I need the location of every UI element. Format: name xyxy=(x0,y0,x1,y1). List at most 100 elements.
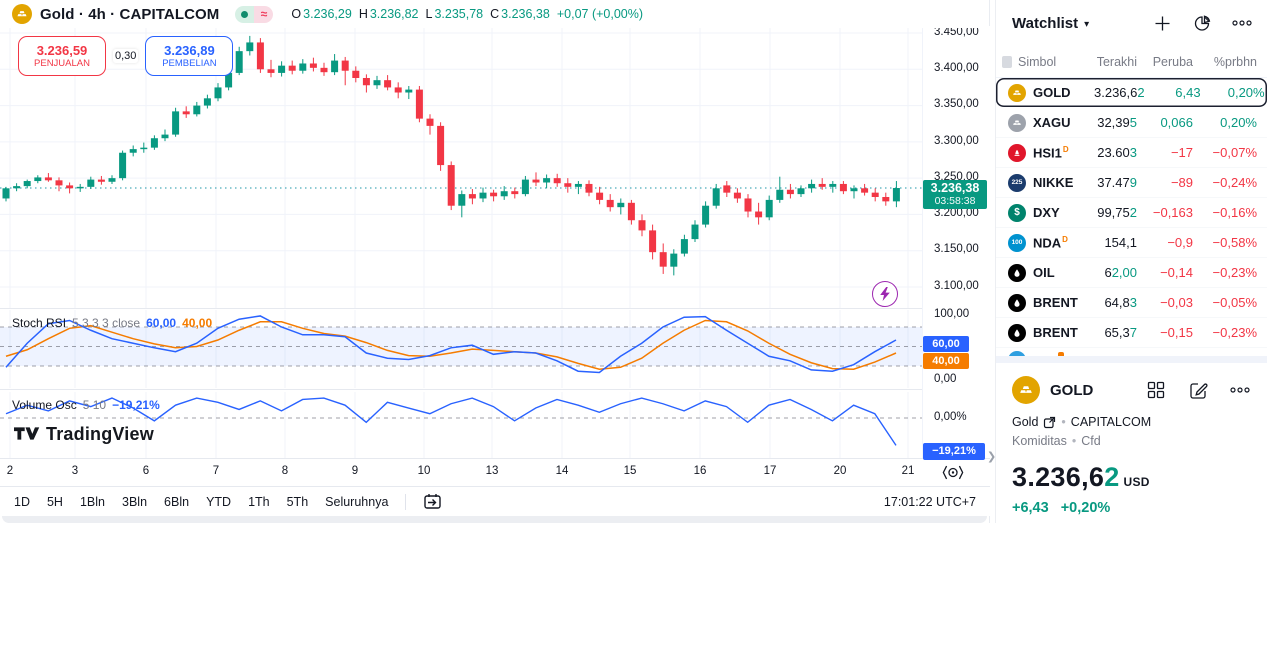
time-axis-settings-icon[interactable] xyxy=(942,464,964,481)
symbol-title[interactable]: Gold · 4h · CAPITALCOM xyxy=(40,5,220,23)
watchlist-row-hsi1[interactable]: HSI1D 23.603 −17 −0,07% xyxy=(996,138,1267,168)
stoch-rsi-chart[interactable] xyxy=(0,310,922,388)
chart-card: Gold · 4h · CAPITALCOM ≈ O 3.236,29 H 3.23… xyxy=(0,0,990,523)
time-axis-label: 9 xyxy=(351,465,359,477)
candlestick-chart[interactable] xyxy=(0,26,922,308)
volume-osc-value: −19,21% xyxy=(112,398,160,412)
row-change-percent: −0,16% xyxy=(1212,205,1257,220)
trade-widget: 3.236,59 PENJUALAN 0,30 3.236,89 PEMBELI… xyxy=(18,36,234,76)
watchlist-column-headers[interactable]: Simbol Terakhi Peruba %prbhn xyxy=(996,46,1267,78)
add-symbol-icon[interactable] xyxy=(1151,12,1173,34)
flag-column-header[interactable] xyxy=(1002,55,1012,68)
row-change: −0,15 xyxy=(1160,325,1193,340)
portfolio-pie-icon[interactable] xyxy=(1191,12,1213,34)
session-clock[interactable]: 17:01:22 UTC+7 xyxy=(883,494,976,509)
row-last-price: 64,83 xyxy=(1104,295,1137,310)
watchlist-row-brent[interactable]: BRENT 65,37 −0,15 −0,23% xyxy=(996,318,1267,348)
watchlist-rows: GOLD 3.236,62 6,43 0,20% XAGU 32,395 0,066 0,20… xyxy=(996,78,1267,348)
chart-header: Gold · 4h · CAPITALCOM ≈ O 3.236,29 H 3.23… xyxy=(0,0,989,28)
price-axis-label: 3.400,00 xyxy=(934,62,979,74)
watchlist-row-dxy[interactable]: $ DXY 99,752 −0,163 −0,16% xyxy=(996,198,1267,228)
row-symbol: HSI1D xyxy=(1033,144,1069,161)
watchlist-row-xagu[interactable]: XAGU 32,395 0,066 0,20% xyxy=(996,108,1267,138)
range-button-1th[interactable]: 1Th xyxy=(248,494,270,509)
row-change-percent: −0,05% xyxy=(1212,295,1257,310)
row-change-percent: −0,58% xyxy=(1212,235,1257,250)
time-axis-label: 20 xyxy=(833,465,847,477)
close-value: 3.236,38 xyxy=(501,7,550,21)
range-button-ytd[interactable]: YTD xyxy=(206,494,232,509)
time-axis-label: 14 xyxy=(555,465,569,477)
row-change: −0,163 xyxy=(1152,205,1193,220)
sell-label: PENJUALAN xyxy=(34,57,90,69)
edit-note-icon[interactable] xyxy=(1187,379,1209,401)
watchlist-row-gold[interactable]: GOLD 3.236,62 6,43 0,20% xyxy=(996,78,1267,108)
market-status-pill[interactable]: ≈ xyxy=(235,5,274,23)
row-last-price: 37.479 xyxy=(1097,175,1137,190)
section-divider xyxy=(996,356,1267,363)
range-button-1bln[interactable]: 1Bln xyxy=(79,494,105,509)
chevron-down-icon[interactable]: ▾ xyxy=(1084,18,1090,30)
tradingview-logo[interactable]: TradingView xyxy=(14,424,154,445)
buy-button[interactable]: 3.236,89 PEMBELIAN xyxy=(145,36,234,76)
price-axis-label: 3.450,00 xyxy=(934,26,979,38)
detail-more-icon[interactable] xyxy=(1229,379,1251,401)
detail-symbol-name[interactable]: GOLD xyxy=(1050,381,1094,399)
detail-exchange[interactable]: CAPITALCOM xyxy=(1070,415,1152,429)
range-button-5th[interactable]: 5Th xyxy=(286,494,309,509)
watchlist-row-brent[interactable]: BRENT 64,83 −0,03 −0,05% xyxy=(996,288,1267,318)
row-change: 6,43 xyxy=(1175,85,1201,100)
time-axis[interactable]: 2 3 6 7 8 9 10 13 14 15 16 17 20 21 xyxy=(0,458,990,486)
detail-currency: USD xyxy=(1123,475,1150,489)
hsi1-icon xyxy=(1008,143,1026,162)
volume-osc-chart[interactable] xyxy=(0,392,922,458)
panel-collapse-handle[interactable]: ❯ xyxy=(987,451,997,463)
gold-symbol-icon xyxy=(12,4,32,24)
pane-divider[interactable] xyxy=(0,308,922,309)
price-axis-label: 3.150,00 xyxy=(934,243,979,255)
external-link-icon[interactable] xyxy=(1043,416,1056,429)
row-change-percent: −0,23% xyxy=(1212,325,1257,340)
time-axis-label: 8 xyxy=(281,465,289,477)
watchlist-row-oil[interactable]: OIL 62,00 −0,14 −0,23% xyxy=(996,258,1267,288)
row-change: −0,03 xyxy=(1160,295,1193,310)
watchlist-row-nda[interactable]: 100 NDAD 154,1 −0,9 −0,58% xyxy=(996,228,1267,258)
delayed-data-icon: ≈ xyxy=(254,5,274,23)
gold-symbol-icon xyxy=(1012,376,1040,404)
row-symbol: NDAD xyxy=(1033,234,1068,251)
xagu-icon xyxy=(1008,113,1026,132)
row-symbol: GOLD xyxy=(1033,85,1071,100)
instant-order-icon[interactable] xyxy=(872,281,898,307)
brent-icon xyxy=(1008,323,1026,342)
pane-divider[interactable] xyxy=(0,389,922,390)
range-button-1d[interactable]: 1D xyxy=(14,494,30,509)
row-symbol: NIKKE xyxy=(1033,175,1074,190)
stoch-d-value: 40,00 xyxy=(182,316,213,330)
buy-label: PEMBELIAN xyxy=(162,57,217,69)
price-axis-label: 3.200,00 xyxy=(934,207,979,219)
gold-icon xyxy=(1008,83,1026,102)
bar-countdown: 03:58:38 xyxy=(934,195,976,207)
range-button-3bln[interactable]: 3Bln xyxy=(122,494,148,509)
sell-price: 3.236,59 xyxy=(36,42,88,58)
price-axis[interactable]: 0,00% 0,00 100,00 3.100,00 3.150,00 3.200,00 3… xyxy=(922,26,990,460)
low-value: 3.235,78 xyxy=(434,7,484,21)
detail-description[interactable]: Gold xyxy=(1012,415,1039,429)
price-axis-label: 3.300,00 xyxy=(934,135,979,147)
range-button-5h[interactable]: 5H xyxy=(46,494,63,509)
range-button-seluruhnya[interactable]: Seluruhnya xyxy=(325,494,389,509)
open-value: 3.236,29 xyxy=(303,7,352,21)
high-value: 3.236,82 xyxy=(369,7,419,21)
volume-osc-label[interactable]: Volume Osc 5 10 −19,21% xyxy=(12,398,160,412)
range-button-6bln[interactable]: 6Bln xyxy=(164,494,190,509)
watchlist-more-icon[interactable] xyxy=(1231,12,1253,34)
stoch-rsi-label[interactable]: Stoch RSI 5 3 3 3 close 60,00 40,00 xyxy=(12,316,213,330)
go-to-date-icon[interactable] xyxy=(423,493,443,510)
ohlc-readout: O 3.236,29 H 3.236,82 L 3.235,78 C 3.236,38 … xyxy=(291,7,644,21)
sell-button[interactable]: 3.236,59 PENJUALAN xyxy=(18,36,106,76)
watchlist-row-nikke[interactable]: 225 NIKKE 37.479 −89 −0,24% xyxy=(996,168,1267,198)
grid-layout-icon[interactable] xyxy=(1145,379,1167,401)
watchlist-title[interactable]: Watchlist xyxy=(1012,14,1079,32)
market-open-icon xyxy=(235,5,255,23)
